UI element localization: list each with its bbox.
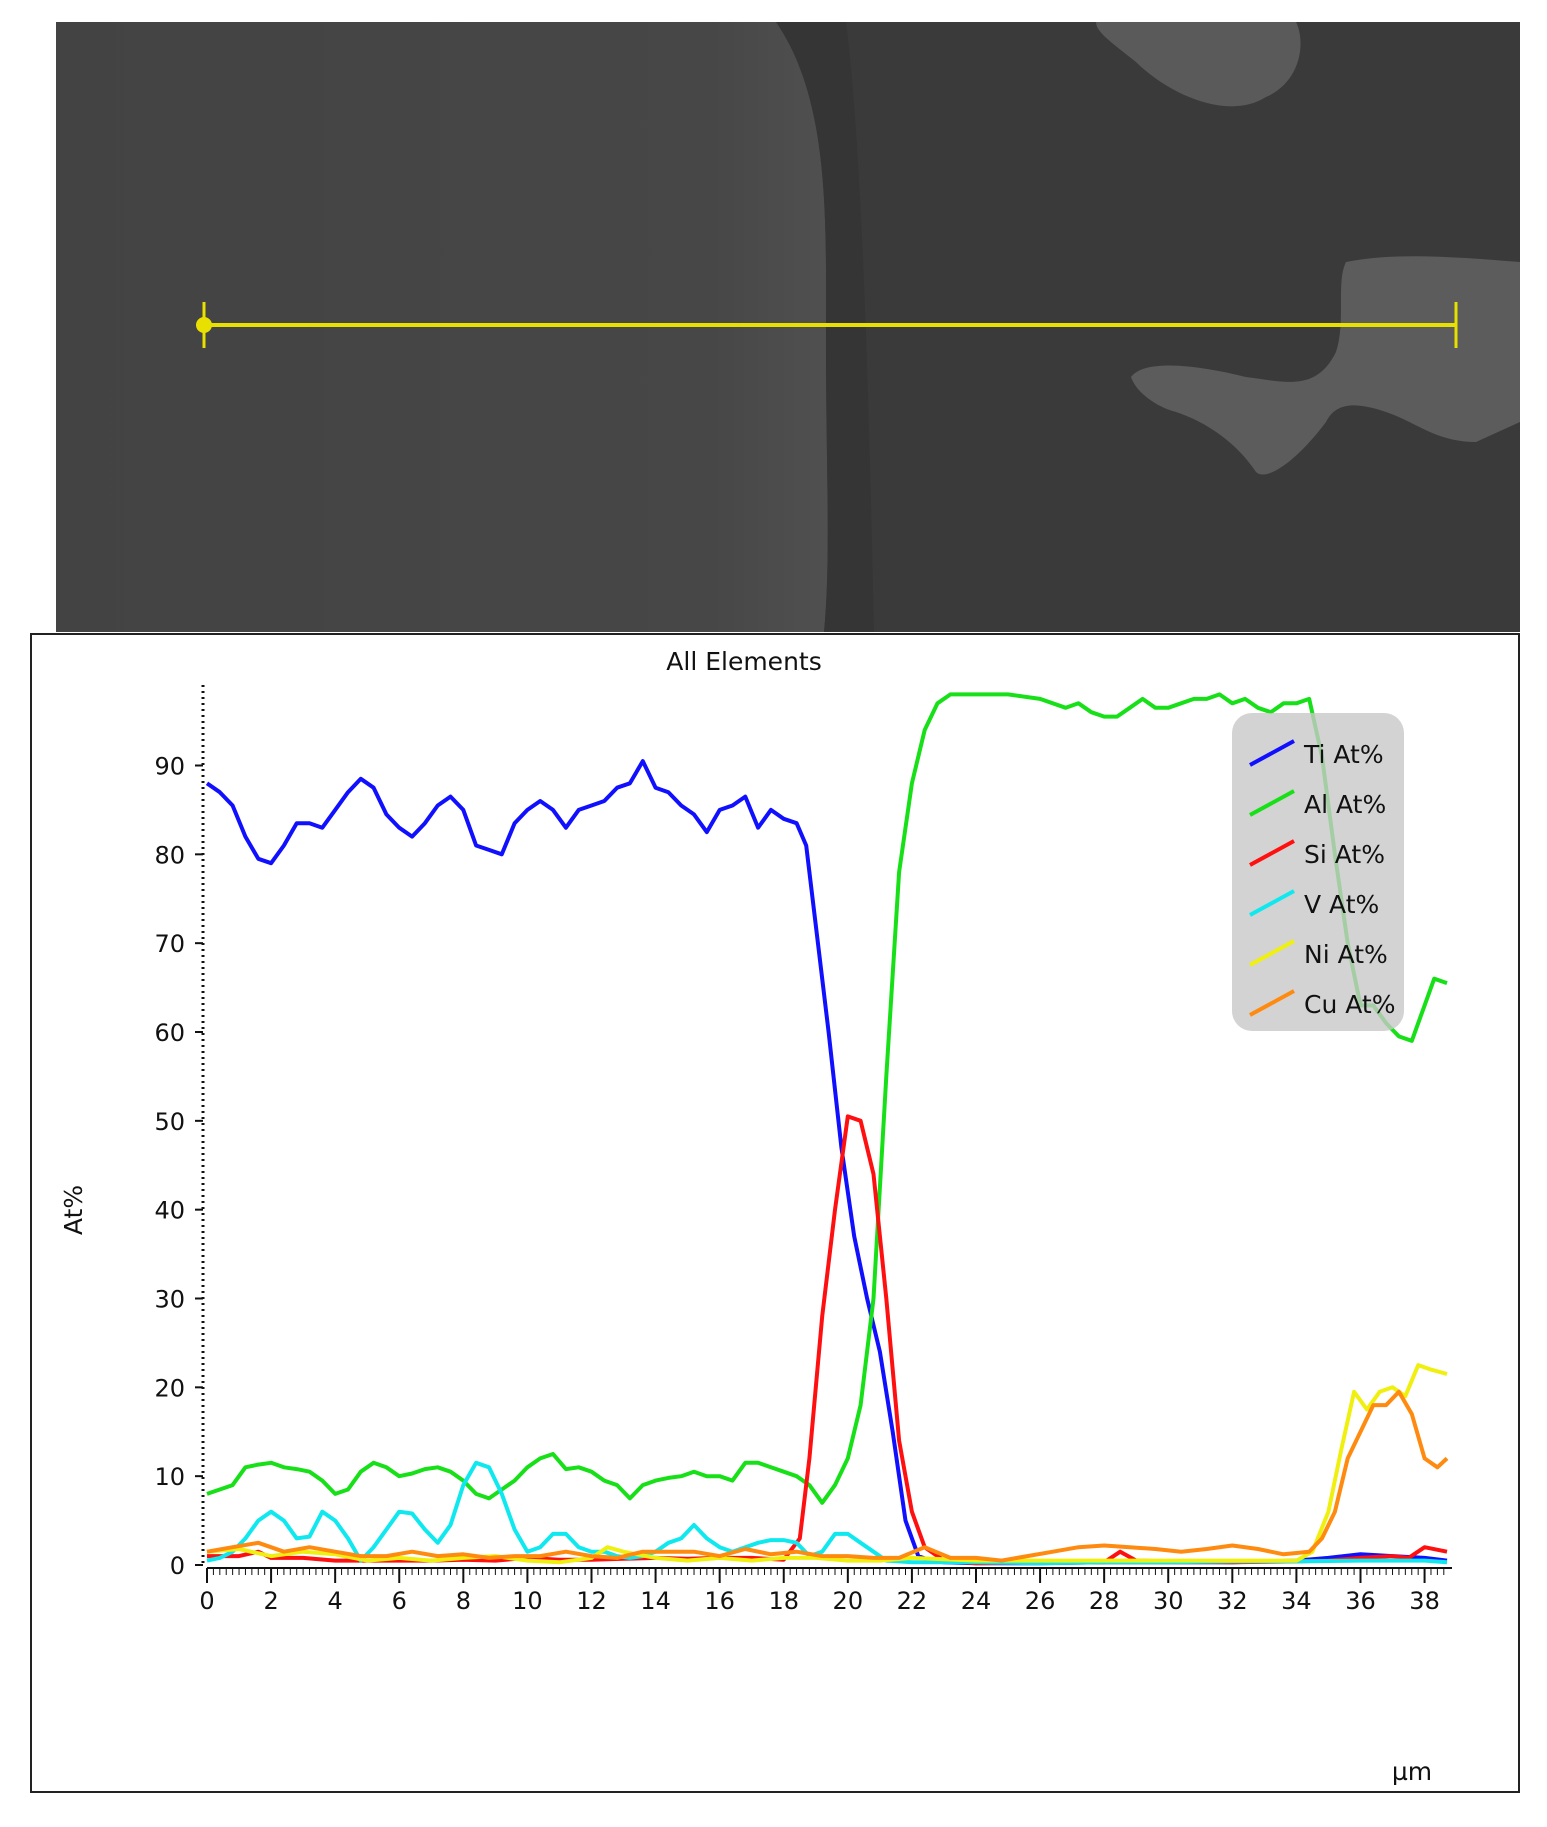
- top-particle: [1096, 22, 1301, 107]
- chart-svg: All Elements At% µm 0 10 20 30 40 50 60 70 80 90 0…: [59, 647, 1452, 1786]
- x-tick-label: 2: [263, 1587, 278, 1615]
- plot-lines: [205, 692, 1449, 1566]
- x-tick-label: 20: [833, 1587, 864, 1615]
- x-axis-label: µm: [1392, 1757, 1432, 1786]
- x-tick-label: 10: [512, 1587, 543, 1615]
- x-tick-label: 6: [392, 1587, 407, 1615]
- x-tick-label: 38: [1409, 1587, 1440, 1615]
- legend-label-ni: Ni At%: [1304, 940, 1388, 969]
- x-tick-label: 36: [1345, 1587, 1376, 1615]
- y-tick-label: 70: [154, 930, 185, 958]
- x-tick-label: 12: [576, 1587, 607, 1615]
- x-tick-label: 32: [1217, 1587, 1248, 1615]
- legend-label-cu: Cu At%: [1304, 990, 1395, 1019]
- y-tick-label: 90: [154, 753, 185, 781]
- x-tick-label: 16: [704, 1587, 735, 1615]
- legend-label-al: Al At%: [1304, 790, 1386, 819]
- x-tick-label: 24: [961, 1587, 992, 1615]
- legend: Ti At% Al At% Si At% V At% Ni At% Cu At%: [1232, 713, 1404, 1031]
- x-tick-label: 30: [1153, 1587, 1184, 1615]
- chart-title: All Elements: [666, 647, 821, 676]
- series-line-cu: [206, 1389, 1449, 1563]
- series-line-al: [206, 692, 1448, 1505]
- line-scan-chart: All Elements At% µm 0 10 20 30 40 50 60 70 80 90 0…: [30, 633, 1520, 1793]
- series-line-ni: [206, 1363, 1448, 1565]
- legend-swatch-si: [1249, 839, 1295, 867]
- x-tick-label: 22: [897, 1587, 928, 1615]
- y-axis-label: At%: [59, 1185, 88, 1235]
- x-tick-label: 8: [456, 1587, 471, 1615]
- y-tick-label: 80: [154, 841, 185, 869]
- sem-micrograph: [56, 22, 1520, 632]
- legend-swatch-cu: [1249, 989, 1295, 1017]
- x-tick-label: 18: [768, 1587, 799, 1615]
- sem-image: [56, 22, 1520, 632]
- legend-label-si: Si At%: [1304, 840, 1385, 869]
- legend-label-v: V At%: [1304, 890, 1379, 919]
- y-tick-label: 10: [154, 1463, 185, 1491]
- x-tick-label: 34: [1281, 1587, 1312, 1615]
- legend-label-ti: Ti At%: [1303, 740, 1384, 769]
- x-tick-label: 0: [199, 1587, 214, 1615]
- y-tick-label: 60: [154, 1019, 185, 1047]
- y-tick-label: 30: [154, 1286, 185, 1314]
- y-tick-label: 0: [170, 1552, 185, 1580]
- x-tick-label: 26: [1025, 1587, 1056, 1615]
- x-tick-label: 14: [640, 1587, 671, 1615]
- y-tick-label: 50: [154, 1108, 185, 1136]
- legend-swatch-ni: [1249, 939, 1295, 967]
- interface-layer: [776, 22, 874, 632]
- legend-swatch-v: [1249, 889, 1295, 917]
- x-tick-label: 4: [328, 1587, 343, 1615]
- y-tick-label: 20: [154, 1374, 185, 1402]
- y-tick-label: 40: [154, 1197, 185, 1225]
- legend-swatch-ti: [1249, 739, 1295, 767]
- x-tick-label: 28: [1089, 1587, 1120, 1615]
- legend-swatch-al: [1249, 789, 1295, 817]
- bottom-particle: [1131, 256, 1520, 475]
